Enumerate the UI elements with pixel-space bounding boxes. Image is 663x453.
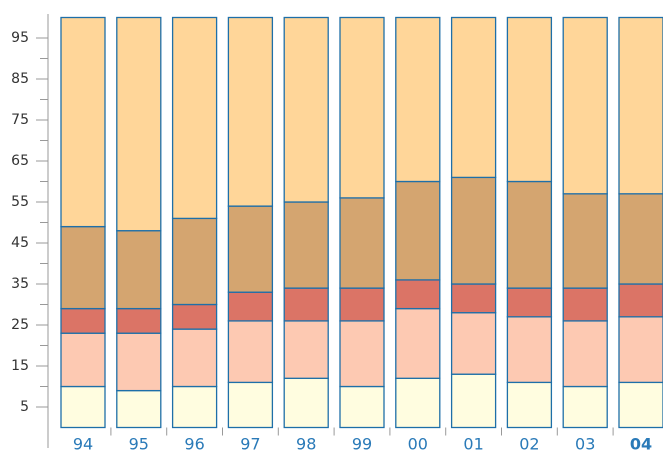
bar-segment [395,377,441,429]
x-tick-label: 04 [630,435,652,453]
bar-segment [562,320,608,388]
bar-segment [283,287,329,322]
bar-segment [283,201,329,289]
bar-segment [171,217,218,306]
bar-segment [60,225,106,310]
bar-segment [171,16,218,220]
bar-segment [227,320,274,384]
x-tick-label: 03 [575,435,595,453]
bar-segment [506,180,553,289]
bar-segment [450,176,497,285]
bar-segment [227,381,274,429]
y-tick-label: 95 [11,30,29,46]
x-tick-label: 02 [519,435,539,453]
bar-segment [450,373,497,429]
bar-segment [450,16,497,179]
x-tick-label: 01 [463,435,483,453]
bar-segment [618,283,663,318]
bar-segment [171,385,218,429]
bar-segment [339,320,385,388]
bar-segment [116,230,162,310]
bar-segment [450,312,497,375]
bar-segment [60,16,106,228]
bar-segment [618,316,663,384]
x-tick-label: 97 [240,435,260,453]
bar-segment [339,197,385,289]
bar-segment [618,381,663,429]
bar-segment [506,16,553,183]
bar-segment [60,332,106,388]
x-tick-label: 95 [129,435,149,453]
bar-segment [395,16,441,183]
y-tick-label: 75 [11,112,29,128]
bar-segment [171,328,218,388]
bar-segment [227,205,274,293]
bar-segment [283,320,329,379]
bar-segment [339,287,385,322]
bar-segment [116,307,162,334]
bar-segment [506,316,553,384]
bar-segment [283,16,329,203]
x-tick-label: 00 [408,435,428,453]
bar-segment [395,279,441,310]
y-tick-label: 55 [11,194,29,210]
y-tick-label: 45 [11,235,29,251]
bar-segment [339,16,385,199]
bar-segment [562,385,608,429]
bar-segment [562,287,608,322]
bar-segment [562,16,608,195]
bar-segment [116,16,162,232]
bar-segment [60,385,106,429]
bar-segment [618,16,663,195]
x-tick-label: 96 [184,435,204,453]
y-tick-label: 25 [11,317,29,333]
y-tick-label: 65 [11,153,29,169]
bar-segment [116,332,162,392]
bar-segment [618,193,663,285]
x-tick-label: 94 [73,435,93,453]
x-tick-label: 98 [296,435,316,453]
bar-segment [395,307,441,379]
bar-segment [227,16,274,207]
bar-segment [283,377,329,429]
bar-segment [116,389,162,429]
bar-segment [395,180,441,281]
bar-segment [506,381,553,429]
x-tick-label: 99 [352,435,372,453]
bar-segment [227,291,274,322]
bar-segment [450,283,497,314]
y-tick-label: 15 [11,358,29,374]
bar-segment [506,287,553,318]
bar-segment [339,385,385,429]
bar-segment [171,303,218,330]
y-tick-label: 5 [20,399,29,415]
bar-segment [60,307,106,334]
y-tick-label: 85 [11,71,29,87]
bar-segment [562,193,608,289]
y-tick-label: 35 [11,276,29,292]
